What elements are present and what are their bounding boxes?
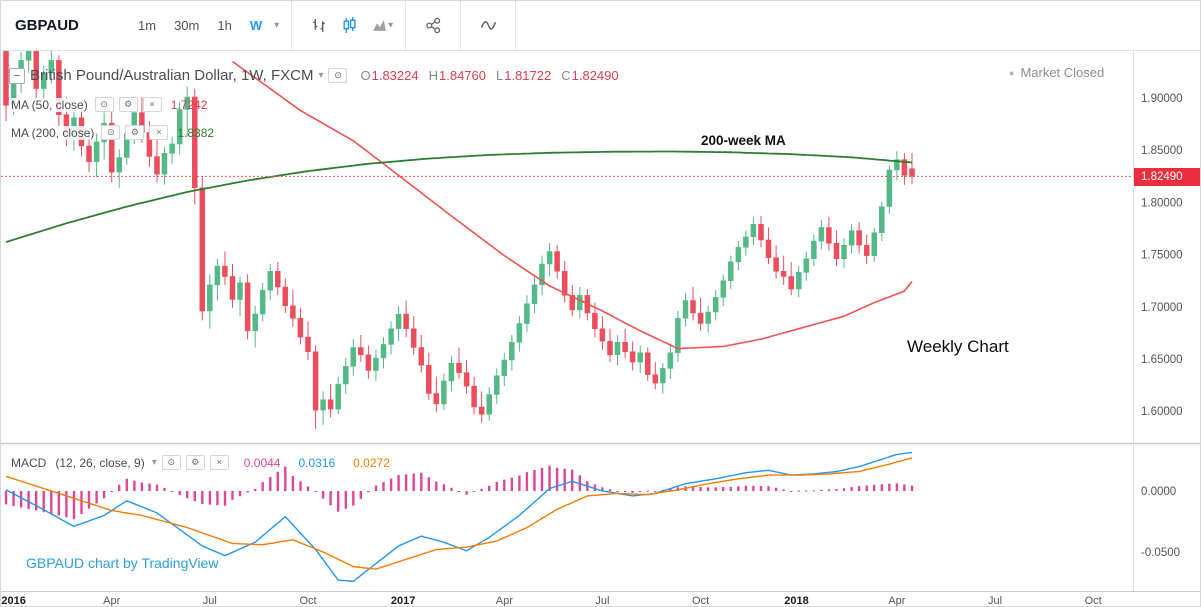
interval-30m[interactable]: 30m	[174, 18, 200, 33]
svg-text:1.60000: 1.60000	[1141, 406, 1183, 418]
title-dropdown-icon[interactable]: ▾	[318, 70, 324, 81]
macd-hist-value: 0.0044	[243, 455, 281, 470]
macd-line-value: 0.0316	[298, 455, 336, 470]
compare-icon[interactable]	[418, 9, 448, 43]
interval-1w[interactable]: W	[249, 18, 263, 33]
macd-signal-value: 0.0272	[353, 455, 390, 470]
chart-title[interactable]: British Pound/Australian Dollar, 1W, FXC…	[30, 67, 314, 84]
interval-1h[interactable]: 1h	[217, 18, 232, 33]
svg-text:1.75000: 1.75000	[1141, 250, 1183, 262]
market-status-badge: ● Market Closed	[1009, 65, 1104, 80]
ma200-annotation: 200-week MA	[701, 133, 786, 148]
interval-group: 1m 30m 1h W ▾	[138, 18, 279, 33]
high-value: 1.84760	[439, 68, 486, 83]
ma50-label: MA (50, close)	[9, 97, 90, 112]
area-style-icon[interactable]	[364, 9, 394, 43]
gear-icon[interactable]: ⚙	[125, 125, 145, 140]
open-value: 1.83224	[371, 68, 419, 83]
svg-text:0.0000: 0.0000	[1141, 486, 1176, 498]
tradingview-watermark[interactable]: GBPAUD chart by TradingView	[26, 555, 219, 571]
close-icon[interactable]: ×	[209, 455, 229, 470]
ma200-label: MA (200, close)	[9, 125, 97, 140]
svg-text:Jul: Jul	[988, 595, 1002, 607]
eye-icon[interactable]: ⊙	[94, 97, 114, 112]
svg-text:2017: 2017	[391, 595, 415, 607]
low-label: L	[496, 68, 504, 83]
ma50-value: 1.7242	[170, 97, 208, 112]
weekly-chart-annotation: Weekly Chart	[907, 337, 1009, 356]
toolbar-separator	[405, 1, 407, 50]
svg-text:1.65000: 1.65000	[1141, 354, 1183, 366]
gear-icon[interactable]: ⚙	[118, 97, 138, 112]
close-icon[interactable]: ×	[142, 97, 162, 112]
eye-icon[interactable]: ⊙	[101, 125, 121, 140]
market-status-text: Market Closed	[1020, 65, 1105, 80]
symbol-title[interactable]: GBPAUD	[15, 17, 79, 34]
toolbar-separator	[291, 1, 293, 50]
toolbar: GBPAUD 1m 30m 1h W ▾ ▾	[1, 1, 1200, 51]
svg-text:1.80000: 1.80000	[1141, 197, 1183, 209]
last-price-tag: 1.82490	[1134, 168, 1200, 186]
macd-values: 0.0044 0.0316 0.0272	[244, 456, 390, 470]
chart-area: 1.90000 1.85000 1.80000 1.75000 1.70000 1.650…	[1, 51, 1201, 607]
svg-text:2016: 2016	[1, 595, 25, 607]
svg-text:Oct: Oct	[692, 595, 709, 607]
svg-text:2018: 2018	[784, 595, 808, 607]
collapse-pane-button[interactable]: −	[9, 67, 25, 84]
svg-text:1.90000: 1.90000	[1141, 93, 1183, 105]
bar-style-icon[interactable]	[304, 9, 334, 43]
ma200-value: 1.8382	[177, 125, 215, 140]
svg-text:Apr: Apr	[888, 595, 905, 607]
close-icon[interactable]: ×	[149, 125, 169, 140]
close-label: C	[561, 68, 571, 83]
gear-icon[interactable]: ⚙	[185, 455, 205, 470]
svg-text:Oct: Oct	[1085, 595, 1102, 607]
svg-text:1.70000: 1.70000	[1141, 302, 1183, 314]
status-dot-icon: ●	[1009, 67, 1015, 78]
axes-layer: 1.90000 1.85000 1.80000 1.75000 1.70000 1.650…	[1, 51, 1200, 607]
open-label: O	[360, 68, 371, 83]
macd-params: (12, 26, close, 9)	[53, 455, 147, 470]
indicator-line-icon[interactable]	[473, 9, 503, 43]
macd-dropdown-icon[interactable]: ▾	[151, 457, 157, 468]
svg-text:1.85000: 1.85000	[1141, 145, 1183, 157]
svg-text:-0.0500: -0.0500	[1141, 547, 1180, 559]
toolbar-separator	[460, 1, 462, 50]
eye-icon[interactable]: ⊙	[161, 455, 181, 470]
ma200-legend: MA (200, close) ⊙ ⚙ × 1.8382	[9, 125, 214, 140]
svg-text:Apr: Apr	[103, 595, 120, 607]
style-dropdown-icon[interactable]: ▾	[388, 20, 394, 31]
macd-title: MACD	[9, 455, 49, 470]
high-label: H	[428, 68, 438, 83]
ma50-legend: MA (50, close) ⊙ ⚙ × 1.7242	[9, 97, 207, 112]
candle-style-icon[interactable]	[334, 9, 364, 43]
ohlc-values: O1.83224 H1.84760 L1.81722 C1.82490	[360, 68, 618, 83]
eye-icon[interactable]: ⊙	[328, 68, 348, 83]
svg-text:Oct: Oct	[299, 595, 316, 607]
svg-text:Apr: Apr	[496, 595, 513, 607]
macd-legend: MACD (12, 26, close, 9) ▾ ⊙ ⚙ × 0.0044 0…	[9, 455, 390, 470]
chart-canvas[interactable]: 1.90000 1.85000 1.80000 1.75000 1.70000 1.650…	[1, 51, 1201, 607]
price-pane[interactable]	[3, 51, 915, 429]
interval-1m[interactable]: 1m	[138, 18, 157, 33]
svg-text:Jul: Jul	[595, 595, 609, 607]
close-value: 1.82490	[571, 68, 619, 83]
svg-text:Jul: Jul	[203, 595, 217, 607]
interval-dropdown-icon[interactable]: ▾	[274, 20, 280, 31]
main-legend: − British Pound/Australian Dollar, 1W, F…	[9, 67, 619, 84]
macd-pane[interactable]	[4, 451, 914, 582]
low-value: 1.81722	[504, 68, 552, 83]
toolbar-separator	[515, 1, 517, 50]
